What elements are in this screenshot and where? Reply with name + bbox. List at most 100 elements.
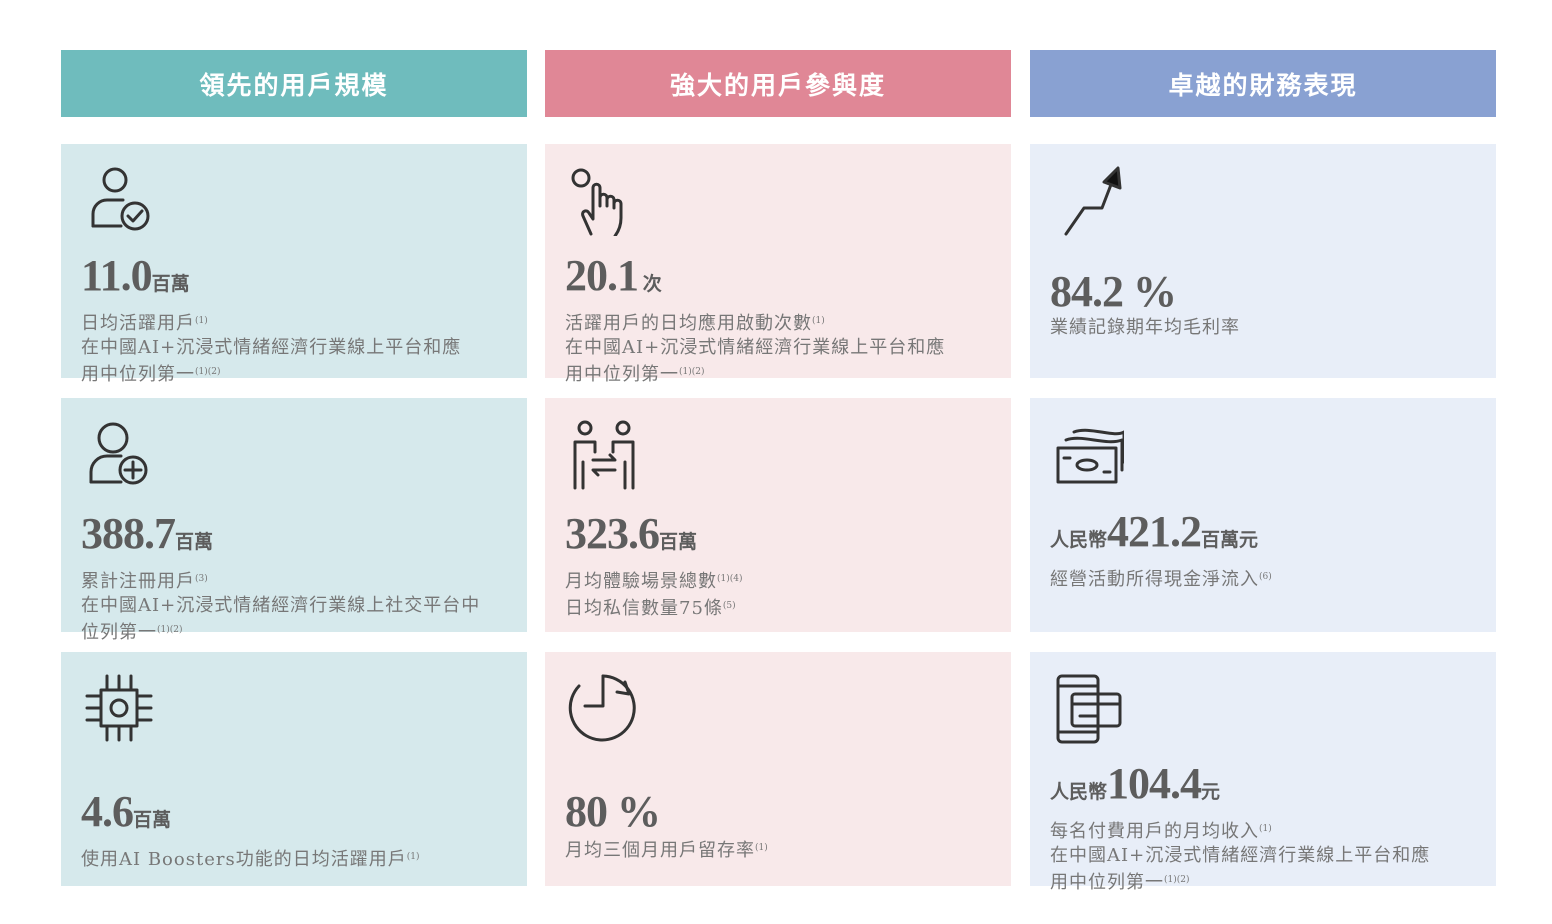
metric-description: 在中國AI+沉浸式情緒經濟行業線上平台和應 (565, 336, 1001, 360)
footnote-ref: (1) (406, 852, 420, 862)
metric-card-daily-app-launches: 20.1 次活躍用戶的日均應用啟動次數(1) 在中國AI+沉浸式情緒經濟行業線上平… (545, 144, 1011, 385)
footnote-ref: (1) (195, 316, 208, 326)
metric-unit: 元 (1201, 782, 1221, 803)
description-text: 使用AI Boosters功能的日均活躍用戶 (81, 849, 407, 870)
footnote-ref: (1)(2) (157, 625, 183, 635)
metric-card-retention-rate: 80 % 月均三個月用戶留存率(1) (545, 652, 1011, 886)
footnote-ref: (1) (755, 843, 768, 853)
metric-description: 經營活動所得現金淨流入(6) (1050, 565, 1486, 592)
metric-card-arppu: 人民幣104.4元 每名付費用戶的月均收入(1) 在中國AI+沉浸式情緒經濟行業線上… (1030, 652, 1496, 893)
cash-stack-icon (1056, 428, 1124, 484)
metric-number: 4.6 (81, 787, 134, 836)
metric-description: 月均三個月用戶留存率(1) (565, 836, 1001, 863)
metric-value: 388.7百萬 (81, 510, 517, 567)
metric-card-registered-users: 388.7百萬 累計注冊用戶(3) 在中國AI+沉浸式情緒經濟行業線上社交平台中 位列… (61, 398, 527, 643)
header-financial-performance: 卓越的財務表現 (1030, 50, 1496, 117)
metric-value: 人民幣421.2百萬元 (1050, 508, 1486, 565)
description-text: 日均私信數量75條 (565, 598, 723, 619)
ai-chip-icon (85, 674, 153, 742)
description-text: 位列第一 (81, 622, 157, 643)
metric-number: 421.2 (1107, 507, 1202, 556)
metric-unit: 百萬 (175, 532, 214, 553)
metric-text: 人民幣104.4元 每名付費用戶的月均收入(1) 在中國AI+沉浸式情緒經濟行業線上… (1050, 760, 1486, 895)
metric-card-scenario-experiences: 323.6百萬 月均體驗場景總數(1)(4) 日均私信數量75條(5) (545, 398, 1011, 632)
metric-card-operating-cash-flow: 人民幣421.2百萬元 經營活動所得現金淨流入(6) (1030, 398, 1496, 632)
description-text: 每名付費用戶的月均收入 (1050, 821, 1259, 842)
metric-text: 4.6百萬 使用AI Boosters功能的日均活躍用戶(1) (81, 788, 517, 872)
metric-prefix: 人民幣 (1050, 530, 1108, 551)
metric-description: 月均體驗場景總數(1)(4) (565, 567, 1001, 594)
metric-text: 80 % 月均三個月用戶留存率(1) (565, 788, 1001, 863)
metric-number: 20.1 (565, 251, 639, 300)
user-check-icon (91, 167, 150, 231)
people-exchange-icon (573, 420, 635, 490)
metric-text: 20.1 次活躍用戶的日均應用啟動次數(1) 在中國AI+沉浸式情緒經濟行業線上平… (565, 252, 1001, 387)
footnote-ref: (1)(2) (195, 367, 221, 377)
metric-number: 388.7 (81, 509, 176, 558)
description-text: 日均活躍用戶 (81, 313, 195, 334)
metric-prefix: 人民幣 (1050, 782, 1108, 803)
description-text: 月均三個月用戶留存率 (565, 840, 755, 861)
description-text: 在中國AI+沉浸式情緒經濟行業線上社交平台中 (81, 595, 481, 616)
description-text: 經營活動所得現金淨流入 (1050, 569, 1259, 590)
metric-description: 每名付費用戶的月均收入(1) (1050, 817, 1486, 844)
metric-text: 11.0百萬 日均活躍用戶(1) 在中國AI+沉浸式情緒經濟行業線上平台和應 用中位列… (81, 252, 517, 387)
description-text: 用中位列第一 (565, 364, 679, 385)
metric-value: 20.1 次 (565, 252, 1001, 309)
metric-description: 位列第一(1)(2) (81, 618, 517, 645)
description-text: 用中位列第一 (1050, 872, 1164, 893)
metric-number: 323.6 (565, 509, 660, 558)
footnote-ref: (5) (722, 601, 736, 611)
trend-up-arrow-icon (1064, 166, 1122, 236)
footnote-ref: (1)(4) (717, 574, 743, 584)
footnote-ref: (1)(2) (679, 367, 705, 377)
description-text: 活躍用戶的日均應用啟動次數 (565, 313, 812, 334)
metric-description: 活躍用戶的日均應用啟動次數(1) (565, 309, 1001, 336)
metric-value: 4.6百萬 (81, 788, 517, 845)
metric-text: 人民幣421.2百萬元 經營活動所得現金淨流入(6) (1050, 508, 1486, 592)
metric-unit: 百萬 (659, 532, 698, 553)
description-text: 用中位列第一 (81, 364, 195, 385)
metric-description: 在中國AI+沉浸式情緒經濟行業線上社交平台中 (81, 594, 517, 618)
footnote-ref: (3) (195, 574, 208, 584)
metric-unit: 百萬 (133, 810, 172, 831)
footnote-ref: (1)(2) (1164, 875, 1190, 885)
metric-value: 84.2 % (1050, 268, 1486, 316)
metric-value: 80 % (565, 788, 1001, 836)
footnote-ref: (1) (812, 316, 825, 326)
timer-icon (568, 674, 636, 742)
metric-value: 人民幣104.4元 (1050, 760, 1486, 817)
metric-description: 使用AI Boosters功能的日均活躍用戶(1) (81, 845, 517, 872)
description-text: 在中國AI+沉浸式情緒經濟行業線上平台和應 (565, 337, 946, 358)
metric-text: 323.6百萬 月均體驗場景總數(1)(4) 日均私信數量75條(5) (565, 510, 1001, 621)
mobile-payment-icon (1056, 674, 1122, 744)
metric-number: 104.4 (1107, 759, 1202, 808)
metric-number: 84.2 % (1050, 267, 1177, 316)
metric-card-ai-boosters-users: 4.6百萬 使用AI Boosters功能的日均活躍用戶(1) (61, 652, 527, 886)
metric-card-gross-margin: 84.2 % 業績記錄期年均毛利率 (1030, 144, 1496, 378)
description-text: 累計注冊用戶 (81, 571, 195, 592)
metric-text: 388.7百萬 累計注冊用戶(3) 在中國AI+沉浸式情緒經濟行業線上社交平台中 位列… (81, 510, 517, 645)
metric-value: 323.6百萬 (565, 510, 1001, 567)
metric-description: 業績記錄期年均毛利率 (1050, 316, 1486, 340)
metric-number: 80 % (565, 787, 661, 836)
metric-description: 在中國AI+沉浸式情緒經濟行業線上平台和應 (1050, 844, 1486, 868)
metric-description: 日均活躍用戶(1) (81, 309, 517, 336)
metric-description: 日均私信數量75條(5) (565, 594, 1001, 621)
metric-unit: 百萬 (151, 274, 190, 295)
metric-card-daily-active-users: 11.0百萬 日均活躍用戶(1) 在中國AI+沉浸式情緒經濟行業線上平台和應 用中位列… (61, 144, 527, 385)
user-add-icon (89, 422, 148, 485)
metric-unit: 百萬元 (1201, 530, 1259, 551)
description-text: 在中國AI+沉浸式情緒經濟行業線上平台和應 (1050, 845, 1431, 866)
footnote-ref: (6) (1259, 572, 1272, 582)
description-text: 在中國AI+沉浸式情緒經濟行業線上平台和應 (81, 337, 462, 358)
metric-description: 用中位列第一(1)(2) (81, 360, 517, 387)
metric-description: 在中國AI+沉浸式情緒經濟行業線上平台和應 (81, 336, 517, 360)
metric-text: 84.2 % 業績記錄期年均毛利率 (1050, 268, 1486, 340)
metric-value: 11.0百萬 (81, 252, 517, 309)
footnote-ref: (1) (1259, 824, 1272, 834)
metric-unit: 次 (638, 274, 662, 295)
metric-description: 用中位列第一(1)(2) (1050, 868, 1486, 895)
metric-description: 累計注冊用戶(3) (81, 567, 517, 594)
description-text: 月均體驗場景總數 (565, 571, 717, 592)
